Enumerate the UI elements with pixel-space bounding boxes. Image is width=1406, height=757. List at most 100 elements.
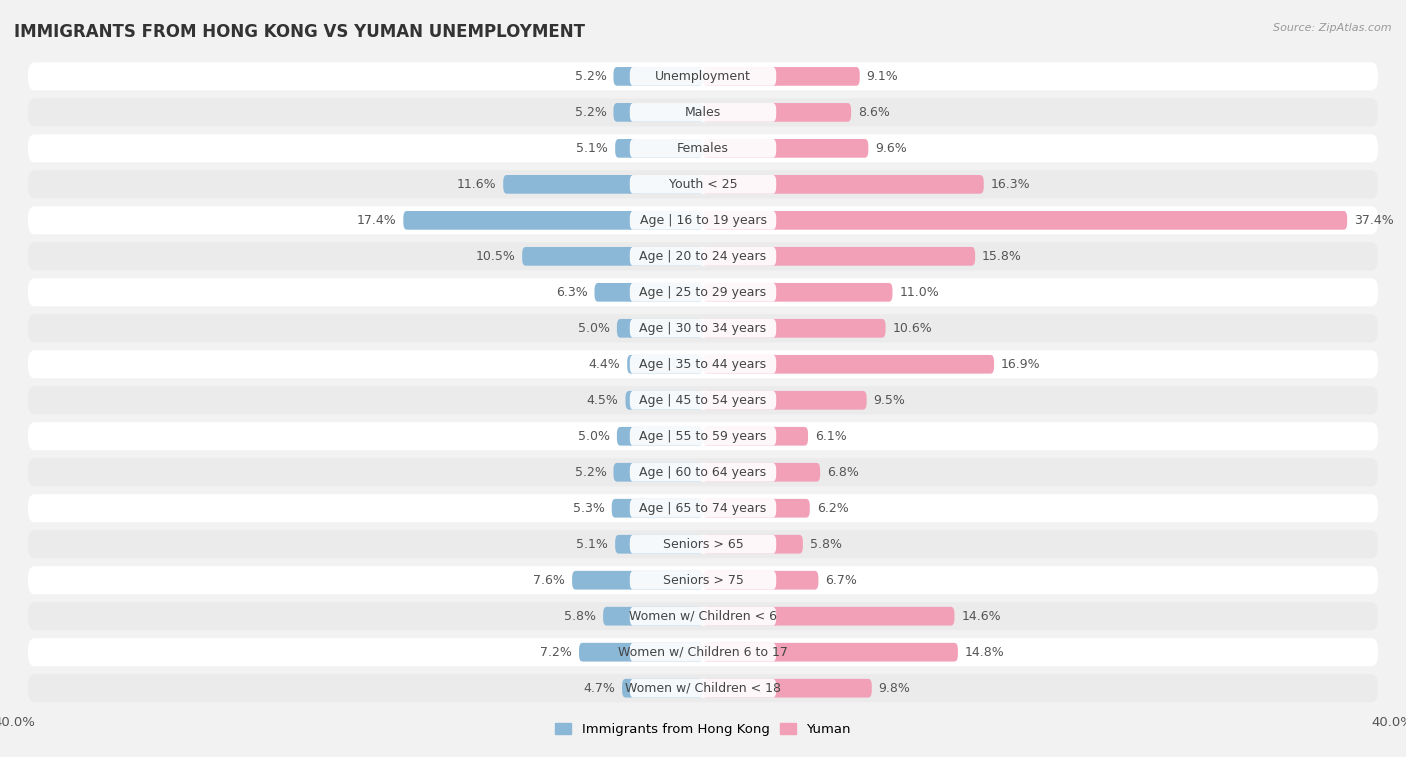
FancyBboxPatch shape	[616, 139, 703, 157]
Text: Women w/ Children < 6: Women w/ Children < 6	[628, 609, 778, 623]
FancyBboxPatch shape	[703, 283, 893, 302]
Text: 11.6%: 11.6%	[457, 178, 496, 191]
FancyBboxPatch shape	[28, 602, 1378, 631]
FancyBboxPatch shape	[630, 283, 776, 302]
FancyBboxPatch shape	[630, 355, 776, 374]
Text: Age | 16 to 19 years: Age | 16 to 19 years	[640, 213, 766, 227]
FancyBboxPatch shape	[630, 103, 776, 122]
Text: Females: Females	[678, 142, 728, 155]
Text: Seniors > 65: Seniors > 65	[662, 537, 744, 551]
FancyBboxPatch shape	[703, 211, 1347, 229]
FancyBboxPatch shape	[617, 319, 703, 338]
Text: 6.8%: 6.8%	[827, 466, 859, 478]
FancyBboxPatch shape	[703, 499, 810, 518]
Text: 8.6%: 8.6%	[858, 106, 890, 119]
FancyBboxPatch shape	[703, 463, 820, 481]
Text: 17.4%: 17.4%	[357, 213, 396, 227]
FancyBboxPatch shape	[703, 643, 957, 662]
FancyBboxPatch shape	[703, 319, 886, 338]
FancyBboxPatch shape	[703, 427, 808, 446]
FancyBboxPatch shape	[28, 207, 1378, 235]
Text: 37.4%: 37.4%	[1354, 213, 1393, 227]
Text: 6.3%: 6.3%	[555, 286, 588, 299]
Text: 14.6%: 14.6%	[962, 609, 1001, 623]
FancyBboxPatch shape	[28, 458, 1378, 486]
FancyBboxPatch shape	[630, 571, 776, 590]
Text: 5.0%: 5.0%	[578, 430, 610, 443]
FancyBboxPatch shape	[613, 67, 703, 86]
Text: 5.2%: 5.2%	[575, 106, 606, 119]
FancyBboxPatch shape	[572, 571, 703, 590]
FancyBboxPatch shape	[28, 422, 1378, 450]
FancyBboxPatch shape	[703, 607, 955, 625]
FancyBboxPatch shape	[630, 643, 776, 662]
FancyBboxPatch shape	[630, 463, 776, 481]
FancyBboxPatch shape	[503, 175, 703, 194]
Text: Unemployment: Unemployment	[655, 70, 751, 83]
FancyBboxPatch shape	[703, 67, 859, 86]
Text: 4.5%: 4.5%	[586, 394, 619, 407]
Text: 5.0%: 5.0%	[578, 322, 610, 335]
Text: 5.8%: 5.8%	[810, 537, 842, 551]
Text: Age | 45 to 54 years: Age | 45 to 54 years	[640, 394, 766, 407]
FancyBboxPatch shape	[404, 211, 703, 229]
FancyBboxPatch shape	[28, 494, 1378, 522]
FancyBboxPatch shape	[28, 98, 1378, 126]
Text: Age | 55 to 59 years: Age | 55 to 59 years	[640, 430, 766, 443]
FancyBboxPatch shape	[703, 535, 803, 553]
Text: 5.3%: 5.3%	[574, 502, 605, 515]
Text: 5.1%: 5.1%	[576, 537, 609, 551]
Text: 5.8%: 5.8%	[564, 609, 596, 623]
Text: 7.6%: 7.6%	[533, 574, 565, 587]
FancyBboxPatch shape	[630, 535, 776, 553]
FancyBboxPatch shape	[703, 355, 994, 374]
FancyBboxPatch shape	[603, 607, 703, 625]
FancyBboxPatch shape	[28, 170, 1378, 198]
FancyBboxPatch shape	[630, 607, 776, 625]
FancyBboxPatch shape	[579, 643, 703, 662]
Text: 15.8%: 15.8%	[981, 250, 1022, 263]
FancyBboxPatch shape	[522, 247, 703, 266]
FancyBboxPatch shape	[703, 139, 869, 157]
Text: 16.9%: 16.9%	[1001, 358, 1040, 371]
Text: 5.2%: 5.2%	[575, 70, 606, 83]
Text: 9.8%: 9.8%	[879, 682, 911, 695]
FancyBboxPatch shape	[28, 350, 1378, 378]
FancyBboxPatch shape	[630, 319, 776, 338]
FancyBboxPatch shape	[28, 242, 1378, 270]
Text: Youth < 25: Youth < 25	[669, 178, 737, 191]
FancyBboxPatch shape	[703, 175, 984, 194]
Text: Women w/ Children 6 to 17: Women w/ Children 6 to 17	[619, 646, 787, 659]
FancyBboxPatch shape	[28, 62, 1378, 90]
Text: Women w/ Children < 18: Women w/ Children < 18	[626, 682, 780, 695]
FancyBboxPatch shape	[626, 391, 703, 410]
Text: 9.5%: 9.5%	[873, 394, 905, 407]
FancyBboxPatch shape	[630, 391, 776, 410]
Text: 10.5%: 10.5%	[475, 250, 515, 263]
FancyBboxPatch shape	[630, 679, 776, 697]
Text: Males: Males	[685, 106, 721, 119]
Text: 16.3%: 16.3%	[991, 178, 1031, 191]
FancyBboxPatch shape	[613, 463, 703, 481]
FancyBboxPatch shape	[630, 67, 776, 86]
FancyBboxPatch shape	[28, 279, 1378, 307]
FancyBboxPatch shape	[703, 103, 851, 122]
Text: Age | 30 to 34 years: Age | 30 to 34 years	[640, 322, 766, 335]
Text: 11.0%: 11.0%	[900, 286, 939, 299]
FancyBboxPatch shape	[630, 247, 776, 266]
Text: 6.1%: 6.1%	[815, 430, 846, 443]
Text: 6.7%: 6.7%	[825, 574, 858, 587]
FancyBboxPatch shape	[616, 535, 703, 553]
FancyBboxPatch shape	[595, 283, 703, 302]
FancyBboxPatch shape	[703, 391, 866, 410]
FancyBboxPatch shape	[28, 638, 1378, 666]
FancyBboxPatch shape	[28, 566, 1378, 594]
Legend: Immigrants from Hong Kong, Yuman: Immigrants from Hong Kong, Yuman	[550, 717, 856, 741]
Text: 9.6%: 9.6%	[875, 142, 907, 155]
Text: 5.2%: 5.2%	[575, 466, 606, 478]
Text: 10.6%: 10.6%	[893, 322, 932, 335]
Text: Age | 20 to 24 years: Age | 20 to 24 years	[640, 250, 766, 263]
Text: Age | 35 to 44 years: Age | 35 to 44 years	[640, 358, 766, 371]
FancyBboxPatch shape	[28, 386, 1378, 414]
Text: Age | 65 to 74 years: Age | 65 to 74 years	[640, 502, 766, 515]
